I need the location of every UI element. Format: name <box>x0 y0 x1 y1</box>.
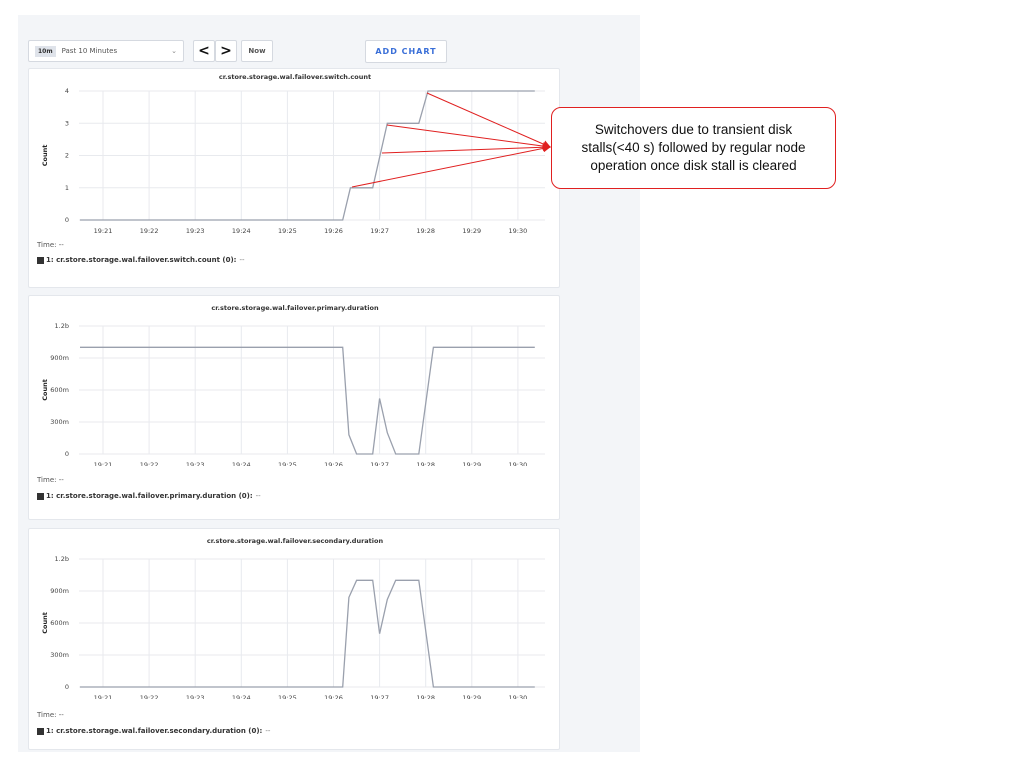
legend-item[interactable]: 1: cr.store.storage.wal.failover.primary… <box>37 492 261 500</box>
x-tick-label: 19:21 <box>94 694 113 699</box>
y-tick-label: 4 <box>65 87 69 95</box>
x-tick-label: 19:30 <box>509 694 528 699</box>
y-tick-label: 600m <box>50 619 69 627</box>
chart-card-secondary-duration: cr.store.storage.wal.failover.secondary.… <box>28 528 560 750</box>
chart-card-switch-count: cr.store.storage.wal.failover.switch.cou… <box>28 68 560 288</box>
x-tick-label: 19:29 <box>462 227 481 235</box>
y-tick-label: 3 <box>65 119 69 127</box>
x-tick-label: 19:22 <box>140 227 159 235</box>
y-axis-label: Count <box>41 145 49 167</box>
x-tick-label: 19:27 <box>370 461 389 466</box>
x-tick-label: 19:22 <box>140 694 159 699</box>
y-tick-label: 900m <box>50 587 69 595</box>
range-badge: 10m <box>35 45 56 57</box>
y-tick-label: 0 <box>65 450 69 458</box>
chart-title: cr.store.storage.wal.failover.switch.cou… <box>219 73 371 81</box>
hover-time: Time: -- <box>37 711 64 719</box>
legend-item[interactable]: 1: cr.store.storage.wal.failover.switch.… <box>37 256 245 264</box>
series-line[interactable] <box>80 346 535 455</box>
legend-swatch <box>37 256 44 264</box>
chart-title: cr.store.storage.wal.failover.primary.du… <box>211 304 379 312</box>
y-tick-label: 300m <box>50 651 69 659</box>
x-tick-label: 19:24 <box>232 694 251 699</box>
annotation-callout: Switchovers due to transient disk stalls… <box>551 107 836 189</box>
x-tick-label: 19:28 <box>416 461 435 466</box>
chart-title: cr.store.storage.wal.failover.secondary.… <box>207 537 384 545</box>
hover-time: Time: -- <box>37 476 64 484</box>
x-tick-label: 19:25 <box>278 461 297 466</box>
time-value: -- <box>58 476 64 484</box>
legend-swatch <box>37 727 44 735</box>
time-label: Time: <box>37 241 57 249</box>
x-tick-label: 19:21 <box>94 461 113 466</box>
x-tick-label: 19:24 <box>232 227 251 235</box>
chart-svg: cr.store.storage.wal.failover.secondary.… <box>41 537 545 699</box>
y-tick-label: 600m <box>50 386 69 394</box>
x-tick-label: 19:29 <box>462 461 481 466</box>
hover-time: Time: -- <box>37 241 64 249</box>
x-tick-label: 19:23 <box>186 461 205 466</box>
x-tick-label: 19:30 <box>509 461 528 466</box>
x-tick-label: 19:22 <box>140 461 159 466</box>
y-tick-label: 300m <box>50 418 69 426</box>
series-line[interactable] <box>80 579 535 688</box>
x-tick-label: 19:26 <box>324 694 343 699</box>
x-tick-label: 19:25 <box>278 227 297 235</box>
chart-svg: cr.store.storage.wal.failover.primary.du… <box>41 304 545 466</box>
legend-label: 1: cr.store.storage.wal.failover.primary… <box>46 492 253 500</box>
x-tick-label: 19:27 <box>370 227 389 235</box>
y-axis-label: Count <box>41 379 49 401</box>
y-tick-label: 1 <box>65 184 69 192</box>
legend-value: -- <box>265 727 271 735</box>
time-value: -- <box>58 711 64 719</box>
x-tick-label: 19:23 <box>186 694 205 699</box>
y-tick-label: 2 <box>65 152 69 160</box>
x-tick-label: 19:30 <box>509 227 528 235</box>
time-label: Time: <box>37 476 57 484</box>
x-tick-label: 19:28 <box>416 227 435 235</box>
x-tick-label: 19:28 <box>416 694 435 699</box>
y-tick-label: 0 <box>65 683 69 691</box>
chart-svg: cr.store.storage.wal.failover.switch.cou… <box>41 73 545 235</box>
x-tick-label: 19:23 <box>186 227 205 235</box>
chevron-down-icon: ⌄ <box>171 47 177 55</box>
x-tick-label: 19:24 <box>232 461 251 466</box>
y-tick-label: 1.2b <box>55 555 69 563</box>
x-tick-label: 19:27 <box>370 694 389 699</box>
range-label: Past 10 Minutes <box>61 47 118 55</box>
x-tick-label: 19:26 <box>324 461 343 466</box>
add-chart-button[interactable]: ADD CHART <box>365 40 447 63</box>
legend-label: 1: cr.store.storage.wal.failover.switch.… <box>46 256 237 264</box>
x-tick-label: 19:25 <box>278 694 297 699</box>
x-tick-label: 19:21 <box>94 227 113 235</box>
time-value: -- <box>58 241 64 249</box>
next-range-button[interactable]: > <box>215 40 237 62</box>
legend-value: -- <box>239 256 245 264</box>
chart-card-primary-duration: cr.store.storage.wal.failover.primary.du… <box>28 295 560 520</box>
legend-value: -- <box>255 492 261 500</box>
legend-label: 1: cr.store.storage.wal.failover.seconda… <box>46 727 263 735</box>
legend-item[interactable]: 1: cr.store.storage.wal.failover.seconda… <box>37 727 270 735</box>
x-tick-label: 19:29 <box>462 694 481 699</box>
time-label: Time: <box>37 711 57 719</box>
y-tick-label: 1.2b <box>55 322 69 330</box>
y-tick-label: 900m <box>50 354 69 362</box>
legend-swatch <box>37 492 44 500</box>
previous-range-button[interactable]: < <box>193 40 215 62</box>
x-tick-label: 19:26 <box>324 227 343 235</box>
now-button[interactable]: Now <box>241 40 273 62</box>
time-range-select[interactable]: 10m Past 10 Minutes ⌄ <box>28 40 184 62</box>
y-axis-label: Count <box>41 612 49 634</box>
y-tick-label: 0 <box>65 216 69 224</box>
